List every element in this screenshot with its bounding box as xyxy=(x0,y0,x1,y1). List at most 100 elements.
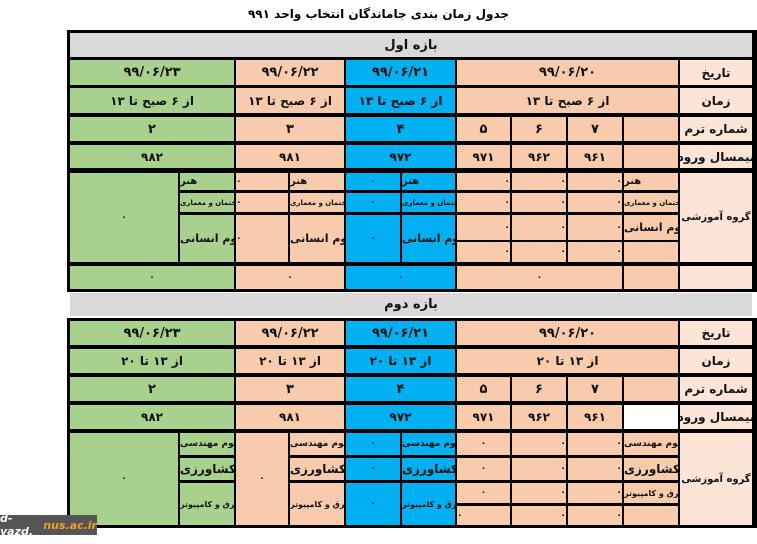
date-cell: ۹۹/۰۶/۲۱ xyxy=(346,60,455,85)
total-label-cell xyxy=(680,266,752,289)
group-name-cell: برق و کامپیوتر xyxy=(402,483,455,525)
date-cell: ۹۹/۰۶/۲۰ xyxy=(457,60,678,85)
page-title: جدول زمان بندی جاماندگان انتخاب واحد ۹۹۱ xyxy=(247,7,510,21)
term-cell xyxy=(624,117,678,141)
group-name-cell: هنر xyxy=(180,173,234,190)
entry-cell: ۹۸۲ xyxy=(70,405,234,429)
zero-cell: ٠ xyxy=(457,433,510,455)
term-cell: ۵ xyxy=(457,117,510,141)
date-cell: ۹۹/۰۶/۲۲ xyxy=(236,60,344,85)
row-label-group: گروه آموزشی xyxy=(680,173,752,262)
total-empty-cell xyxy=(624,266,678,289)
term-cell: ۷ xyxy=(568,117,622,141)
row-label-time: زمان xyxy=(680,349,752,373)
entry-cell: ۹۶۲ xyxy=(512,405,566,429)
time-cell: از ۱۳ تا ۲۰ xyxy=(457,349,678,373)
time-cell: از ۱۳ تا ۲۰ xyxy=(346,349,455,373)
watermark-domain: nus.ac.ir xyxy=(43,518,97,532)
group-name-cell: برق و کامپیوتر xyxy=(624,483,678,503)
watermark-text: d-yazd. xyxy=(0,512,34,538)
zero-cell: ٠ xyxy=(236,215,288,262)
group-name-cell: علوم انسانی xyxy=(180,215,234,262)
row-label-group: گروه آموزشی xyxy=(680,433,752,525)
group-name-cell: کشاورزی xyxy=(624,458,678,480)
zero-cell: ٠ xyxy=(457,215,510,240)
zero-cell: ٠ xyxy=(236,433,288,525)
group-name-cell: هنر xyxy=(624,173,678,190)
group-name-cell: هنر xyxy=(290,173,344,190)
group-name-cell: علوم انسانی xyxy=(624,215,678,240)
zero-cell: ٠ xyxy=(512,433,566,455)
group-name-cell: ساختمان و معماری xyxy=(290,193,344,212)
entry-cell: ۹۷۱ xyxy=(457,405,510,429)
period-band: بازه دوم xyxy=(70,293,752,316)
row-label-term: شماره ترم xyxy=(680,377,752,401)
date-cell: ۹۹/۰۶/۲۰ xyxy=(457,321,678,345)
zero-cell: ٠ xyxy=(568,215,622,240)
zero-cell: ٠ xyxy=(457,242,510,262)
zero-cell: ٠ xyxy=(512,506,566,525)
group-name-cell xyxy=(624,506,678,525)
group-name-cell: علوم انسانی xyxy=(402,215,455,262)
zero-cell: ٠ xyxy=(568,506,622,525)
entry-cell xyxy=(624,405,678,429)
total-cell: ٠ xyxy=(236,266,344,289)
zero-cell: ٠ xyxy=(457,173,510,190)
zero-cell: ٠ xyxy=(512,193,566,212)
group-name-cell: برق و کامپیوتر xyxy=(290,483,344,525)
group-name-cell: هنر xyxy=(402,173,455,190)
zero-cell: ٠ xyxy=(457,193,510,212)
entry-cell: ۹۸۲ xyxy=(70,145,234,168)
date-cell: ۹۹/۰۶/۲۲ xyxy=(236,321,344,345)
entry-cell: ۹۸۱ xyxy=(236,145,344,168)
group-name-cell: علوم مهندسی xyxy=(180,433,234,455)
zero-cell: ٠ xyxy=(346,173,400,190)
entry-cell: ۹۶۱ xyxy=(568,145,622,168)
term-cell xyxy=(624,377,678,401)
entry-cell: ۹۷۱ xyxy=(457,145,510,168)
row-label-date: تاریخ xyxy=(680,60,752,85)
group-name-cell: برق و کامپیوتر xyxy=(180,483,234,525)
zero-cell: ٠ xyxy=(70,173,178,262)
entry-cell xyxy=(624,145,678,168)
row-label-entry: نیمسال ورود xyxy=(680,145,752,168)
zero-cell: ٠ xyxy=(568,173,622,190)
group-name-cell: علوم انسانی xyxy=(290,215,344,262)
zero-cell: ٠ xyxy=(512,483,566,503)
zero-cell: ٠ xyxy=(568,483,622,503)
group-name-cell: کشاورزی xyxy=(290,458,344,480)
term-cell: ۴ xyxy=(346,377,455,401)
term-cell: ۲ xyxy=(70,117,234,141)
group-name-cell xyxy=(624,242,678,262)
time-cell: از ۶ صبح تا ۱۳ xyxy=(70,88,234,113)
group-name-cell: ساختمان و معماری xyxy=(402,193,455,212)
zero-cell: ٠ xyxy=(236,173,288,190)
entry-cell: ۹۸۱ xyxy=(236,405,344,429)
time-cell: از ۶ صبح تا ۱۳ xyxy=(346,88,455,113)
date-cell: ۹۹/۰۶/۲۳ xyxy=(70,60,234,85)
date-cell: ۹۹/۰۶/۲۳ xyxy=(70,321,234,345)
zero-cell: ٠ xyxy=(346,458,400,480)
time-cell: از ۱۳ تا ۲۰ xyxy=(70,349,234,373)
entry-cell: ۹۶۱ xyxy=(568,405,622,429)
group-name-cell: علوم مهندسی xyxy=(624,433,678,455)
entry-cell: ۹۶۲ xyxy=(512,145,566,168)
zero-cell: ٠ xyxy=(512,458,566,480)
zero-cell: ٠ xyxy=(568,193,622,212)
time-cell: از ۶ صبح تا ۱۳ xyxy=(236,88,344,113)
entry-cell: ۹۷۲ xyxy=(346,145,455,168)
row-label-time: زمان xyxy=(680,88,752,113)
zero-cell: ٠ xyxy=(346,215,400,262)
date-cell: ۹۹/۰۶/۲۱ xyxy=(346,321,455,345)
zero-cell: ٠ xyxy=(457,506,510,525)
time-cell: از ۱۳ تا ۲۰ xyxy=(236,349,344,373)
group-name-cell: کشاورزی xyxy=(402,458,455,480)
zero-cell: ٠ xyxy=(568,242,622,262)
zero-cell: ٠ xyxy=(512,242,566,262)
zero-cell: ٠ xyxy=(457,483,510,503)
term-cell: ۳ xyxy=(236,377,344,401)
term-cell: ۵ xyxy=(457,377,510,401)
term-cell: ۷ xyxy=(568,377,622,401)
zero-cell: ٠ xyxy=(236,193,288,212)
term-cell: ۶ xyxy=(512,117,566,141)
